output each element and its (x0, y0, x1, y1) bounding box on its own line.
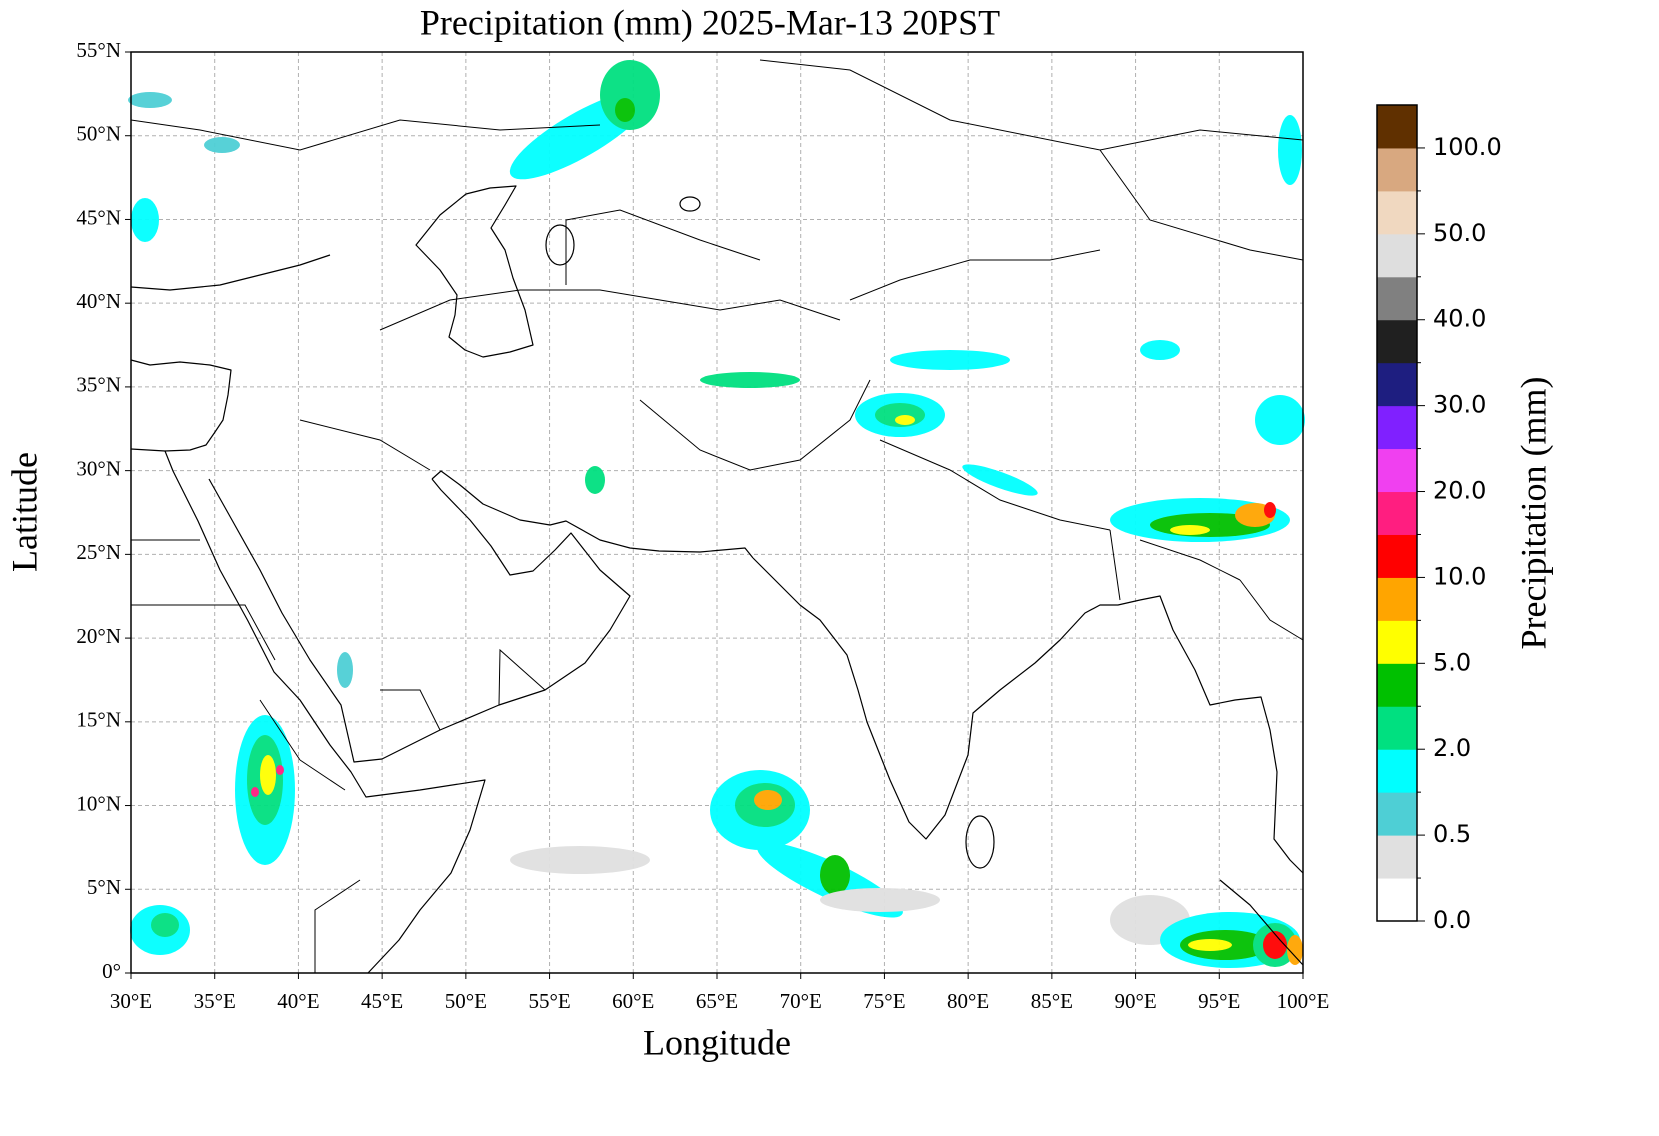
colorbar-band (1377, 835, 1417, 879)
colorbar-band (1377, 319, 1417, 364)
y-tick-label: 35°N (76, 373, 121, 397)
colorbar-band (1377, 749, 1417, 793)
colorbar-band (1377, 620, 1417, 664)
colorbar-band (1377, 878, 1417, 922)
y-tick-label: 40°N (76, 289, 121, 313)
colorbar-tick-label: 100.0 (1433, 133, 1502, 161)
colorbar-band (1377, 362, 1417, 407)
x-tick-label: 45°E (361, 989, 403, 1013)
precipitation-field (128, 60, 1305, 968)
colorbar-band (1377, 534, 1417, 578)
x-tick-label: 75°E (863, 989, 905, 1013)
colorbar-tick-label: 10.0 (1433, 562, 1486, 590)
colorbar-tick-label: 0.0 (1433, 906, 1471, 934)
x-tick-label: 30°E (110, 989, 152, 1013)
x-tick-label: 35°E (194, 989, 236, 1013)
colorbar-band (1377, 190, 1417, 235)
x-tick-label: 95°E (1198, 989, 1240, 1013)
y-tick-label: 30°N (76, 456, 121, 480)
y-tick-label: 15°N (76, 708, 121, 732)
y-tick-label: 50°N (76, 122, 121, 146)
colorbar-tick-label: 5.0 (1433, 648, 1471, 676)
colorbar-band (1377, 147, 1417, 192)
colorbar-band (1377, 405, 1417, 450)
colorbar-band (1377, 448, 1417, 493)
colorbar-band (1377, 706, 1417, 750)
x-tick-label: 65°E (696, 989, 738, 1013)
colorbar-tick-label: 50.0 (1433, 219, 1486, 247)
colorbar-band (1377, 276, 1417, 321)
x-tick-label: 40°E (277, 989, 319, 1013)
y-tick-label: 25°N (76, 540, 121, 564)
x-tick-label: 85°E (1031, 989, 1073, 1013)
y-tick-label: 10°N (76, 791, 121, 815)
colorbar-tick-label: 2.0 (1433, 734, 1471, 762)
y-tick-label: 0° (102, 959, 121, 983)
colorbar-label: Precipitation (mm) (1513, 377, 1553, 650)
x-tick-label: 60°E (612, 989, 654, 1013)
y-tick-label: 55°N (76, 38, 121, 62)
map-title: Precipitation (mm) 2025-Mar-13 20PST (420, 2, 1000, 42)
colorbar-band (1377, 577, 1417, 621)
colorbar-frame (1376, 104, 1418, 922)
y-tick-label: 5°N (87, 875, 121, 899)
colorbar-band (1377, 792, 1417, 836)
colorbar-band (1377, 233, 1417, 278)
colorbar-band (1377, 663, 1417, 707)
x-tick-label: 90°E (1114, 989, 1156, 1013)
colorbar: 0.0 0.5 2.0 5.0 10.0 20.0 30.0 40.0 50.0 100.0 (1376, 104, 1502, 934)
x-tick-label: 50°E (445, 989, 487, 1013)
x-tick-label: 70°E (780, 989, 822, 1013)
y-tick-label: 45°N (76, 205, 121, 229)
colorbar-tick-label: 40.0 (1433, 305, 1486, 333)
x-tick-label: 80°E (947, 989, 989, 1013)
colorbar-tick-label: 0.5 (1433, 820, 1471, 848)
colorbar-tick-label: 30.0 (1433, 391, 1486, 419)
coastlines (130, 59, 1304, 974)
x-tick-label: 55°E (528, 989, 570, 1013)
colorbar-band (1377, 491, 1417, 535)
x-tick-label: 100°E (1277, 989, 1330, 1013)
y-tick-label: 20°N (76, 624, 121, 648)
x-axis-label: Longitude (643, 1022, 791, 1062)
colorbar-band (1377, 105, 1417, 149)
colorbar-tick-label: 20.0 (1433, 477, 1486, 505)
y-axis-label: Latitude (4, 452, 44, 572)
